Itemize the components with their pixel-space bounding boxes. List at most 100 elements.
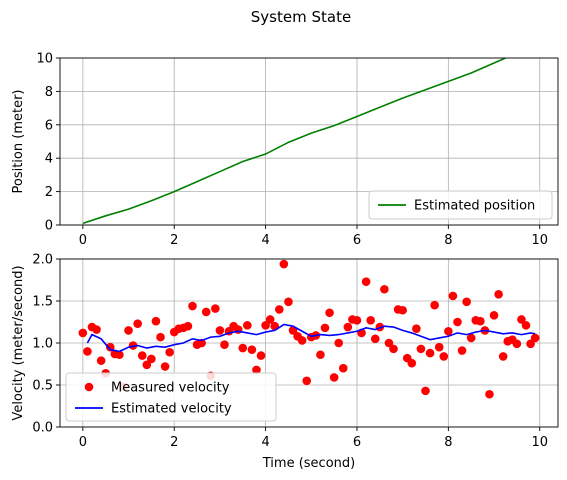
measured-velocity-point <box>343 322 353 332</box>
measured-velocity-point <box>211 304 220 313</box>
measured-velocity-point <box>448 291 458 301</box>
y-tick-label: 0.0 <box>32 421 53 436</box>
y-tick-label: 8 <box>45 85 53 100</box>
measured-velocity-point <box>494 289 503 299</box>
measured-velocity-point <box>476 316 485 326</box>
measured-velocity-point <box>78 328 88 338</box>
measured-velocity-point <box>485 389 494 399</box>
x-tick-label: 6 <box>353 435 361 450</box>
x-tick-label: 10 <box>531 435 548 450</box>
data-layer <box>78 259 540 399</box>
x-tick-label: 6 <box>353 233 361 248</box>
measured-velocity-point <box>434 342 444 352</box>
measured-velocity-point <box>165 347 174 357</box>
x-axis-label: Time (second) <box>262 456 355 471</box>
estimated-position-line <box>82 58 506 225</box>
measured-velocity-point <box>416 344 426 354</box>
x-tick-label: 4 <box>261 435 269 450</box>
estimated-velocity-line <box>86 323 536 353</box>
measured-velocity-point <box>275 305 284 314</box>
measured-velocity-point <box>243 321 252 330</box>
legend-box <box>368 190 553 220</box>
measured-velocity-point <box>238 343 248 353</box>
measured-velocity-point <box>366 316 375 325</box>
measured-velocity-point <box>457 346 467 355</box>
y-tick-label: 0 <box>45 219 53 234</box>
y-tick-label: 2 <box>45 185 53 200</box>
measured-velocity-point <box>156 332 165 342</box>
measured-velocity-point <box>83 347 92 356</box>
y-axis-label: Velocity (meter/second) <box>11 265 26 420</box>
x-tick-label: 0 <box>79 233 87 248</box>
measured-velocity-point <box>489 310 499 320</box>
measured-velocity-point <box>115 350 124 360</box>
measured-velocity-point <box>389 344 398 354</box>
measured-velocity-point <box>498 352 508 361</box>
x-tick-label: 8 <box>444 233 452 248</box>
measured-velocity-point <box>380 284 389 294</box>
legend-marker-swatch <box>84 382 94 392</box>
measured-velocity-point <box>421 386 430 396</box>
measured-velocity-point <box>521 321 531 330</box>
measured-velocity-point <box>137 351 147 360</box>
measured-velocity-point <box>370 334 380 344</box>
measured-velocity-point <box>188 301 197 311</box>
y-tick-label: 4 <box>45 152 53 167</box>
measured-velocity-point <box>453 317 462 327</box>
measured-velocity-point <box>398 305 407 315</box>
measured-velocity-point <box>151 316 161 326</box>
measured-velocity-point <box>325 308 334 318</box>
measured-velocity-point <box>430 300 439 310</box>
measured-velocity-point <box>128 341 138 350</box>
measured-velocity-point <box>444 326 453 336</box>
measured-velocity-point <box>279 259 289 269</box>
legend-label: Estimated velocity <box>111 402 232 417</box>
measured-velocity-point <box>261 321 270 330</box>
measured-velocity-point <box>92 325 101 334</box>
measured-velocity-point <box>466 333 476 343</box>
measured-velocity-point <box>338 363 348 373</box>
measured-velocity-point <box>352 316 362 325</box>
measured-velocity-point <box>361 277 371 286</box>
x-tick-label: 2 <box>170 233 178 248</box>
legend-box <box>65 372 277 422</box>
measured-velocity-point <box>384 338 394 348</box>
measured-velocity-point <box>96 356 106 365</box>
measured-velocity-point <box>297 336 307 345</box>
measured-velocity-point <box>320 323 330 333</box>
legend-label: Estimated position <box>414 199 535 214</box>
measured-velocity-point <box>215 326 225 335</box>
measured-velocity-point <box>142 360 152 370</box>
measured-velocity-point <box>530 333 540 343</box>
measured-velocity-point <box>147 354 156 364</box>
x-tick-label: 4 <box>261 233 269 248</box>
measured-velocity-point <box>220 340 229 349</box>
measured-velocity-point <box>329 373 339 382</box>
position-subplot: 0 2 4 6 8 10 0 2 4 6 8 10 Position (meter) Estimated … <box>11 52 559 248</box>
y-tick-label: 10 <box>36 52 53 67</box>
measured-velocity-point <box>252 365 261 375</box>
x-tick-label: 8 <box>444 435 452 450</box>
x-tick-label: 10 <box>531 233 548 248</box>
measured-velocity-point <box>407 358 417 368</box>
measured-velocity-point <box>439 352 449 361</box>
measured-velocity-point <box>265 315 275 324</box>
measured-velocity-point <box>247 345 257 355</box>
measured-velocity-point <box>526 339 535 349</box>
y-tick-label: 1.5 <box>32 295 53 310</box>
measured-velocity-point <box>160 362 170 371</box>
measured-velocity-point <box>256 351 266 360</box>
y-tick-label: 6 <box>45 118 53 133</box>
measured-velocity-point <box>316 350 325 360</box>
axes-frame <box>59 57 559 226</box>
y-tick-label: 2.0 <box>32 253 53 268</box>
measured-velocity-point <box>462 297 471 307</box>
data-layer <box>82 58 506 225</box>
measured-velocity-point <box>412 324 421 334</box>
measured-velocity-point <box>133 319 142 328</box>
measured-velocity-point <box>302 376 312 386</box>
measured-velocity-point <box>284 297 293 307</box>
y-axis-label: Position (meter) <box>11 90 26 194</box>
measured-velocity-point <box>512 339 522 349</box>
